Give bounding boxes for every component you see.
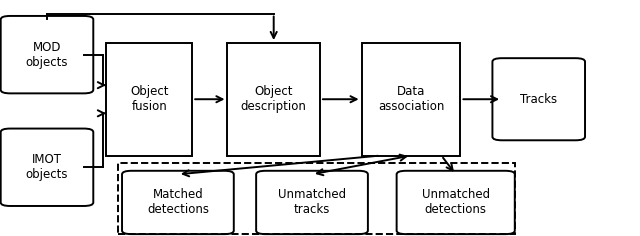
Text: Object
fusion: Object fusion — [130, 85, 168, 113]
Text: Data
association: Data association — [378, 85, 444, 113]
Bar — [106, 43, 192, 156]
Bar — [362, 43, 461, 156]
Text: Unmatched
tracks: Unmatched tracks — [278, 189, 346, 216]
FancyBboxPatch shape — [1, 129, 93, 206]
Bar — [118, 163, 515, 234]
Text: IMOT
objects: IMOT objects — [26, 153, 68, 181]
FancyBboxPatch shape — [256, 171, 368, 234]
Text: MOD
objects: MOD objects — [26, 41, 68, 69]
Text: Matched
detections: Matched detections — [147, 189, 209, 216]
Bar — [227, 43, 320, 156]
Text: Unmatched
detections: Unmatched detections — [422, 189, 490, 216]
FancyBboxPatch shape — [122, 171, 234, 234]
FancyBboxPatch shape — [397, 171, 515, 234]
Text: Tracks: Tracks — [520, 93, 557, 106]
FancyBboxPatch shape — [1, 16, 93, 93]
FancyBboxPatch shape — [492, 58, 585, 140]
Text: Object
description: Object description — [241, 85, 307, 113]
